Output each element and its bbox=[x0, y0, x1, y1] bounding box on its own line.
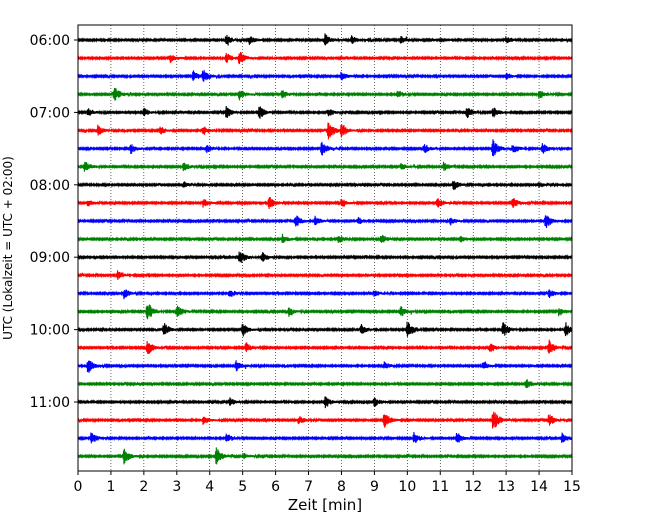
y-tick-label: 10:00 bbox=[30, 323, 70, 339]
y-tick-label: 08:00 bbox=[30, 178, 70, 194]
y-tick-label: 07:00 bbox=[30, 105, 70, 121]
x-axis-ticks: 0 1 2 3 4 5 6 7 8 9 10 11 12 13 14 15 bbox=[74, 471, 581, 495]
trace-line bbox=[77, 70, 573, 82]
trace-line bbox=[77, 197, 573, 210]
trace-line bbox=[77, 432, 573, 444]
trace-line bbox=[77, 180, 573, 191]
x-tick-label: 8 bbox=[337, 479, 346, 495]
trace-line bbox=[77, 321, 573, 337]
vertical-grid-lines bbox=[110, 25, 540, 471]
x-tick-label: 3 bbox=[172, 479, 181, 495]
trace-line bbox=[77, 379, 573, 389]
x-tick-label: 1 bbox=[106, 479, 115, 495]
trace-line bbox=[77, 87, 573, 101]
x-tick-label: 5 bbox=[238, 479, 247, 495]
x-tick-label: 15 bbox=[563, 479, 581, 495]
trace-line bbox=[77, 447, 573, 465]
plot-frame bbox=[77, 24, 573, 472]
x-tick-label: 9 bbox=[370, 479, 379, 495]
y-tick-label: 11:00 bbox=[30, 395, 70, 411]
trace-line bbox=[77, 360, 573, 373]
trace-line bbox=[77, 33, 573, 46]
y-axis-ticks: 06:00 07:00 08:00 09:00 10:00 11:00 bbox=[30, 33, 78, 411]
x-tick-label: 4 bbox=[205, 479, 214, 495]
x-tick-label: 7 bbox=[304, 479, 313, 495]
trace-line bbox=[77, 233, 573, 244]
trace-line bbox=[77, 289, 573, 300]
trace-line bbox=[77, 251, 573, 263]
x-tick-label: 12 bbox=[464, 479, 482, 495]
x-tick-label: 2 bbox=[139, 479, 148, 495]
y-tick-label: 09:00 bbox=[30, 250, 70, 266]
trace-line bbox=[77, 161, 573, 172]
x-axis-label: Zeit [min] bbox=[288, 496, 362, 514]
x-tick-label: 14 bbox=[530, 479, 548, 495]
trace-line bbox=[77, 411, 573, 429]
trace-line bbox=[77, 139, 573, 157]
x-tick-label: 13 bbox=[497, 479, 515, 495]
trace-line bbox=[77, 215, 573, 228]
x-tick-label: 10 bbox=[398, 479, 416, 495]
trace-line bbox=[77, 270, 573, 280]
trace-line bbox=[77, 396, 573, 409]
seismogram-traces bbox=[77, 33, 573, 465]
trace-line bbox=[77, 51, 573, 65]
x-tick-label: 6 bbox=[271, 479, 280, 495]
x-tick-label: 11 bbox=[431, 479, 449, 495]
trace-line bbox=[77, 304, 573, 320]
trace-line bbox=[77, 339, 573, 354]
trace-line bbox=[77, 122, 573, 140]
y-tick-label: 06:00 bbox=[30, 33, 70, 49]
trace-line bbox=[77, 106, 573, 119]
y-axis-label: UTC (Lokalzeit = UTC + 02:00) bbox=[1, 156, 15, 340]
x-tick-label: 0 bbox=[74, 479, 83, 495]
